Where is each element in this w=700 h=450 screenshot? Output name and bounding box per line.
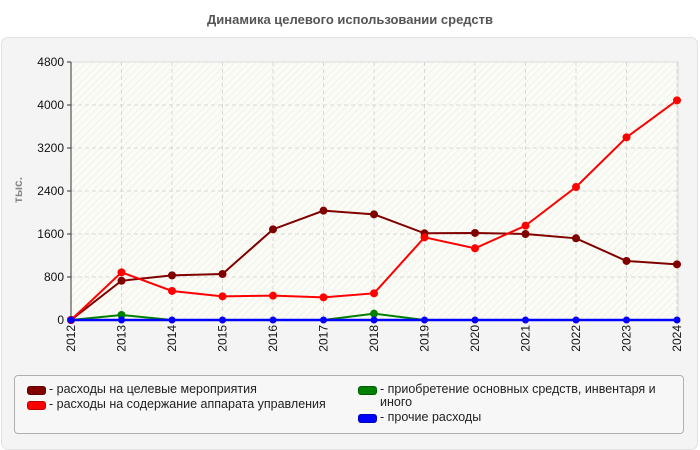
svg-text:2400: 2400	[37, 184, 64, 198]
svg-text:2023: 2023	[620, 325, 634, 352]
svg-text:2022: 2022	[569, 325, 583, 352]
series-3	[67, 316, 681, 324]
svg-text:3200: 3200	[37, 141, 64, 155]
legend-swatch	[358, 386, 377, 395]
axes: 0 800 1600 2400 3200 4000 4800 2012 2013 2014 2015…	[37, 55, 684, 352]
legend-swatch	[27, 386, 46, 395]
legend-item-fixed-assets: - приобретение основных средств, инвента…	[358, 383, 680, 409]
svg-text:2021: 2021	[519, 325, 533, 352]
svg-text:800: 800	[44, 270, 64, 284]
svg-text:1600: 1600	[37, 227, 64, 241]
legend-swatch	[27, 401, 46, 410]
chart-title: Динамика целевого использовании средств	[207, 12, 493, 27]
legend-item-other-costs: - прочие расходы	[358, 411, 700, 424]
svg-text:2015: 2015	[216, 325, 230, 352]
svg-text:0: 0	[57, 313, 64, 327]
svg-text:2020: 2020	[468, 325, 482, 352]
svg-text:2014: 2014	[165, 325, 179, 352]
svg-text:2016: 2016	[266, 325, 280, 352]
svg-text:2012: 2012	[64, 325, 78, 352]
legend-item-admin-costs: - расходы на содержание аппарата управле…	[27, 398, 369, 411]
series-lines	[67, 96, 681, 324]
legend: - расходы на целевые мероприятия - расхо…	[14, 375, 684, 434]
svg-text:2017: 2017	[317, 325, 331, 352]
svg-text:2013: 2013	[115, 325, 129, 352]
y-axis-label: тыс.	[11, 177, 25, 203]
legend-item-target-events: - расходы на целевые мероприятия	[27, 383, 369, 396]
svg-text:2024: 2024	[670, 325, 684, 352]
svg-text:4800: 4800	[37, 55, 64, 69]
svg-text:2018: 2018	[367, 325, 381, 352]
svg-text:2019: 2019	[418, 325, 432, 352]
svg-text:4000: 4000	[37, 98, 64, 112]
legend-swatch	[358, 414, 377, 423]
